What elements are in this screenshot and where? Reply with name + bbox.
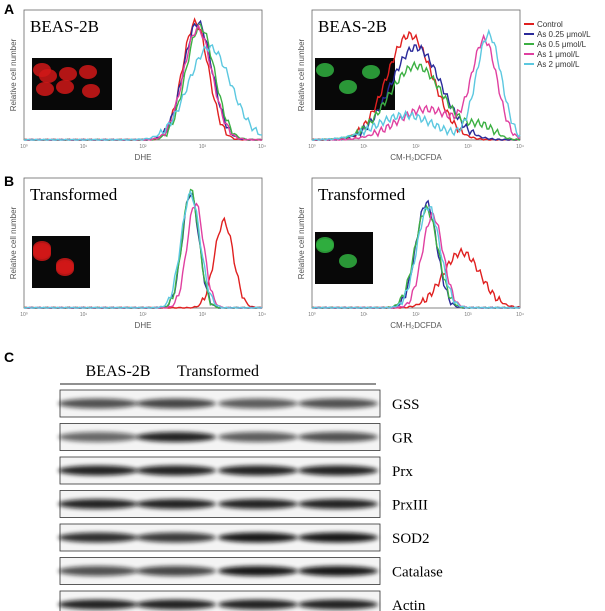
x-tick-label: 10⁴ (516, 144, 524, 150)
band (298, 599, 378, 610)
x-tick-label: 10² (412, 144, 420, 150)
x-tick-label: 10³ (199, 144, 207, 150)
band (298, 566, 378, 576)
histogram-curve (24, 189, 263, 309)
band (58, 432, 138, 442)
x-label: CM-H₂DCFDA (390, 321, 442, 330)
cell (316, 63, 334, 77)
band (298, 499, 378, 509)
cell (82, 84, 100, 98)
x-tick-label: 10³ (199, 312, 207, 318)
x-tick-label: 10⁰ (20, 312, 28, 318)
x-tick-label: 10³ (464, 144, 472, 150)
histogram-curve (311, 60, 521, 141)
cell-line: BEAS-2B (30, 17, 99, 36)
panel-label: B (4, 173, 14, 189)
x-tick-label: 10¹ (80, 312, 88, 318)
band (58, 599, 138, 610)
plot-frame (311, 9, 521, 141)
band (218, 599, 298, 610)
panel-label: C (4, 349, 14, 365)
cell (36, 82, 54, 96)
band (136, 398, 216, 409)
x-label: DHE (135, 153, 152, 162)
x-tick-label: 10³ (464, 312, 472, 318)
cell-line: Transformed (318, 185, 406, 204)
histogram-curve (312, 28, 521, 141)
band (58, 566, 138, 576)
row-label: Actin (392, 598, 426, 611)
band (136, 432, 216, 442)
cell (56, 262, 74, 276)
band (136, 532, 216, 543)
legend-label: As 1 μmol/L (537, 50, 580, 59)
cell (33, 247, 51, 261)
y-label: Relative cell number (297, 206, 306, 279)
legend-label: As 2 μmol/L (537, 60, 580, 69)
row-label: SOD2 (392, 531, 430, 547)
band (218, 499, 298, 509)
legend-label: Control (537, 20, 563, 29)
row-label: GSS (392, 397, 420, 413)
row-label: Catalase (392, 565, 443, 581)
cell (362, 65, 380, 79)
band (58, 532, 138, 543)
x-tick-label: 10⁴ (258, 312, 266, 318)
y-label: Relative cell number (9, 38, 18, 111)
x-tick-label: 10¹ (360, 144, 368, 150)
band (218, 566, 298, 576)
histogram-curve (24, 44, 263, 141)
panel-label: A (4, 1, 14, 17)
x-tick-label: 10¹ (360, 312, 368, 318)
x-tick-label: 10⁰ (308, 144, 316, 150)
histogram-curve (312, 205, 521, 309)
x-tick-label: 10⁴ (516, 312, 524, 318)
band (298, 465, 378, 476)
group-label: Transformed (177, 363, 259, 380)
x-tick-label: 10² (139, 312, 147, 318)
band (136, 566, 216, 576)
band (218, 398, 298, 409)
band (136, 499, 216, 509)
band (218, 465, 298, 476)
group-label: BEAS-2B (86, 363, 151, 380)
x-tick-label: 10² (139, 144, 147, 150)
x-tick-label: 10⁰ (308, 312, 316, 318)
legend-label: As 0.25 μmol/L (537, 30, 591, 39)
band (298, 532, 378, 543)
cell (316, 239, 334, 253)
band (298, 432, 378, 442)
band (298, 398, 378, 409)
cell (339, 254, 357, 268)
legend-label: As 0.5 μmol/L (537, 40, 587, 49)
cell (39, 69, 57, 83)
band (58, 398, 138, 409)
cell-line: Transformed (30, 185, 118, 204)
x-label: CM-H₂DCFDA (390, 153, 442, 162)
y-label: Relative cell number (9, 206, 18, 279)
band (218, 532, 298, 543)
band (58, 465, 138, 476)
x-tick-label: 10⁴ (258, 144, 266, 150)
x-tick-label: 10⁰ (20, 144, 28, 150)
band (136, 465, 216, 476)
x-tick-label: 10¹ (80, 144, 88, 150)
plot-frame (311, 177, 521, 309)
band (218, 432, 298, 442)
x-label: DHE (135, 321, 152, 330)
x-tick-label: 10² (412, 312, 420, 318)
cell (56, 80, 74, 94)
cell (79, 65, 97, 79)
band (58, 499, 138, 509)
cell (59, 67, 77, 81)
row-label: PrxIII (392, 498, 428, 514)
y-label: Relative cell number (297, 38, 306, 111)
row-label: GR (392, 431, 413, 447)
band (136, 599, 216, 610)
row-label: Prx (392, 464, 413, 480)
cell-line: BEAS-2B (318, 17, 387, 36)
cell (339, 80, 357, 94)
